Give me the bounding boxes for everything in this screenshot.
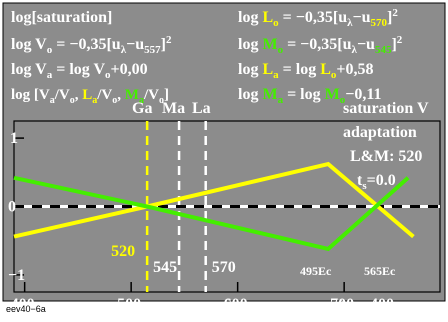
axes: [13, 120, 441, 293]
formula-log-saturation: log[saturation]: [11, 9, 112, 26]
label-lm: L&M: 520: [350, 148, 422, 165]
series-lines: [13, 161, 415, 252]
label-ga: Ga: [132, 100, 152, 117]
series-line-green: [13, 175, 410, 252]
marker-label-570: 570: [212, 259, 236, 276]
x-tick-label: 400: [11, 296, 35, 313]
marker-label-545: 545: [153, 259, 177, 276]
x-unit-label: λd/nm: [227, 298, 261, 316]
c-unit-label: λc: [339, 298, 351, 316]
adaptation-block: adaptation L&M: 520 ts=0.0: [343, 124, 422, 192]
formula-log-ratios: log [Va/Vo, La/Vo, Ma/Vo]: [11, 87, 169, 106]
label-saturation: saturation V: [343, 100, 429, 117]
formula-log-vo: log Vo = −0,35[uλ−u557]2: [11, 34, 172, 56]
formula-log-la: log La = log Lo+0,58: [238, 61, 373, 81]
x-tick-label: 600: [224, 296, 248, 313]
formula-block-right: log Lo = −0,35[uλ−u570]2 log Mo = −0,35[…: [238, 7, 403, 106]
label-adaptation: adaptation: [343, 124, 417, 141]
x-tick-label: 500: [117, 296, 141, 313]
formula-log-lo: log Lo = −0,35[uλ−u570]2: [238, 7, 398, 29]
plot-frame: [2, 2, 446, 302]
top-labels: Ga Ma La saturation V: [132, 100, 429, 117]
label-ts: ts=0.0: [357, 172, 396, 192]
axis-labels: 1 0 −1 400 500 600 700 400 λd/nm λc 520 545 570 495Ec…: [8, 130, 396, 316]
y-tick-label: −1: [8, 267, 25, 284]
figure-id: eev40−6a: [6, 304, 46, 314]
label-ma: Ma: [162, 100, 185, 117]
y-tick-label: 1: [10, 130, 18, 147]
formula-block-left: log[saturation] log Vo = −0,35[uλ−u557]2…: [11, 9, 172, 106]
formula-log-ma: log Ma = log Mo−0,11: [238, 86, 381, 106]
corner-label-495: 495Ec: [300, 264, 332, 278]
series-line-yellow: [13, 161, 415, 239]
formula-log-va: log Va = log Vo+0,00: [11, 61, 148, 81]
corner-label-565: 565Ec: [364, 264, 396, 278]
y-tick-label: 0: [8, 199, 16, 216]
marker-label-520: 520: [111, 243, 135, 260]
label-la: La: [192, 100, 211, 117]
x-extra-label: 400: [370, 296, 394, 313]
formula-log-mo: log Mo = −0,35[uλ−u545]2: [238, 34, 403, 56]
marker-lines: [145, 121, 207, 292]
x-tick-label: 700: [330, 296, 354, 313]
